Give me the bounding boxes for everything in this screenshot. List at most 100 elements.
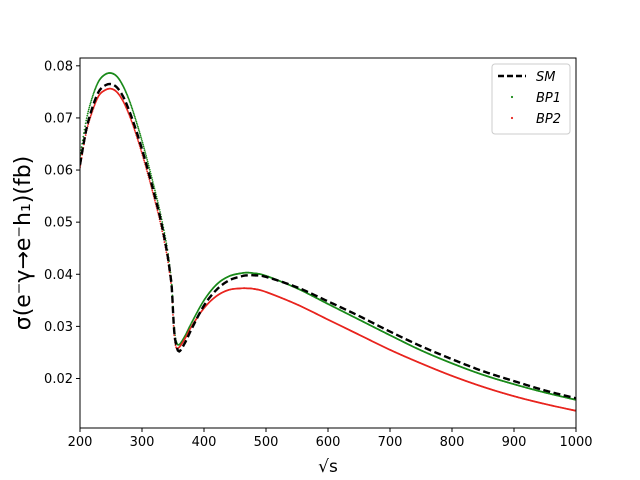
series-bp1 bbox=[80, 72, 576, 401]
data-point-bp2 bbox=[133, 129, 136, 132]
data-point-bp1 bbox=[133, 114, 136, 116]
y-tick-label: 0.04 bbox=[44, 268, 73, 283]
legend-label-sm: SM bbox=[536, 70, 555, 85]
data-point-bp1 bbox=[146, 160, 149, 163]
data-point-bp1 bbox=[137, 127, 140, 130]
x-tick-label: 300 bbox=[130, 435, 155, 450]
data-point-bp2 bbox=[165, 251, 168, 254]
data-point-bp1 bbox=[140, 138, 143, 140]
data-point-bp1 bbox=[130, 106, 133, 109]
data-point-bp1 bbox=[142, 143, 144, 146]
data-point-bp1 bbox=[146, 158, 149, 161]
data-point-bp1 bbox=[132, 110, 135, 113]
data-point-bp2 bbox=[145, 168, 148, 171]
data-point-bp2 bbox=[174, 344, 177, 347]
data-point-bp1 bbox=[136, 124, 139, 126]
data-point-bp1 bbox=[161, 221, 164, 223]
data-point-bp2 bbox=[143, 159, 145, 162]
x-tick-label: 900 bbox=[502, 435, 527, 450]
data-point-bp2 bbox=[146, 170, 149, 173]
data-point-bp1 bbox=[89, 102, 92, 105]
data-point-bp1 bbox=[131, 109, 134, 112]
data-point-bp1 bbox=[189, 323, 192, 326]
data-point-bp1 bbox=[159, 211, 161, 213]
data-point-bp1 bbox=[141, 139, 143, 142]
data-point-bp1 bbox=[92, 94, 94, 97]
data-point-bp1 bbox=[135, 120, 138, 123]
data-point-bp2 bbox=[140, 149, 142, 151]
data-point-bp1 bbox=[128, 98, 130, 101]
data-point-bp2 bbox=[137, 140, 140, 143]
data-point-bp1 bbox=[143, 149, 146, 152]
data-point-bp1 bbox=[85, 119, 88, 122]
data-point-bp1 bbox=[143, 147, 145, 150]
data-point-bp1 bbox=[147, 162, 150, 165]
data-point-bp2 bbox=[151, 189, 154, 192]
y-tick-label: 0.07 bbox=[44, 111, 73, 126]
data-point-bp1 bbox=[84, 125, 86, 128]
y-tick-label: 0.03 bbox=[44, 320, 73, 335]
data-point-bp1 bbox=[84, 122, 87, 125]
data-point-bp1 bbox=[148, 166, 151, 169]
data-point-bp2 bbox=[154, 199, 156, 202]
data-point-bp1 bbox=[147, 164, 150, 167]
data-point-bp1 bbox=[88, 106, 91, 109]
data-point-bp2 bbox=[84, 134, 87, 136]
data-point-bp1 bbox=[139, 132, 141, 135]
data-point-bp1 bbox=[134, 117, 137, 120]
data-point-bp2 bbox=[167, 261, 170, 264]
data-point-bp1 bbox=[136, 125, 139, 128]
data-point-bp2 bbox=[156, 209, 159, 212]
data-point-bp1 bbox=[154, 189, 156, 192]
legend-box bbox=[491, 63, 571, 135]
data-point-bp2 bbox=[89, 114, 92, 117]
data-point-bp2 bbox=[130, 119, 133, 121]
data-point-bp2 bbox=[130, 120, 133, 123]
data-point-bp2 bbox=[90, 113, 93, 116]
x-tick-label: 600 bbox=[316, 435, 341, 450]
data-point-bp1 bbox=[93, 90, 96, 92]
data-point-bp1 bbox=[90, 99, 93, 102]
data-point-bp1 bbox=[130, 104, 133, 107]
x-axis: 200 300 400 500 600 700 800 900 1000 bbox=[68, 428, 593, 450]
data-point-bp2 bbox=[148, 180, 151, 182]
data-point-bp1 bbox=[156, 199, 159, 202]
data-point-bp1 bbox=[145, 155, 148, 157]
data-point-bp2 bbox=[170, 282, 172, 284]
data-point-bp1 bbox=[90, 97, 93, 100]
data-point-bp1 bbox=[87, 110, 90, 113]
x-axis-label: √s bbox=[318, 457, 338, 477]
data-point-bp1 bbox=[128, 100, 131, 103]
data-point-bp2 bbox=[86, 125, 89, 127]
data-point-bp1 bbox=[132, 112, 135, 115]
data-point-bp2 bbox=[159, 220, 161, 223]
series-layer bbox=[80, 72, 576, 412]
data-point-bp2 bbox=[163, 241, 166, 243]
y-tick-label: 0.02 bbox=[44, 372, 73, 387]
x-tick-label: 200 bbox=[68, 435, 93, 450]
data-point-bp1 bbox=[134, 119, 137, 121]
data-point-bp1 bbox=[133, 115, 136, 118]
y-tick-label: 0.05 bbox=[44, 216, 73, 231]
data-point-bp2 bbox=[172, 324, 175, 327]
data-point-bp1 bbox=[88, 104, 91, 107]
data-point-bp1 bbox=[145, 157, 148, 159]
data-point-bp1 bbox=[92, 93, 95, 95]
data-point-bp2 bbox=[140, 150, 143, 153]
x-tick-label: 500 bbox=[254, 435, 279, 450]
data-point-bp1 bbox=[144, 153, 147, 155]
legend: SM BP1 BP2 bbox=[491, 63, 571, 135]
data-point-bp1 bbox=[165, 239, 167, 242]
data-point-bp1 bbox=[170, 283, 173, 286]
data-point-bp1 bbox=[140, 136, 142, 139]
data-point-bp2 bbox=[161, 230, 164, 233]
data-point-bp1 bbox=[89, 101, 92, 103]
x-tick-label: 1000 bbox=[559, 435, 592, 450]
data-point-bp1 bbox=[138, 129, 140, 132]
y-axis-label: σ(e⁻γ→e⁻h₁)(fb) bbox=[11, 156, 36, 331]
data-point-bp2 bbox=[93, 104, 96, 107]
data-point-bp1 bbox=[149, 172, 152, 175]
legend-label-bp1: BP1 bbox=[536, 91, 561, 106]
y-axis: 0.02 0.03 0.04 0.05 0.06 0.07 0.08 bbox=[44, 59, 80, 387]
